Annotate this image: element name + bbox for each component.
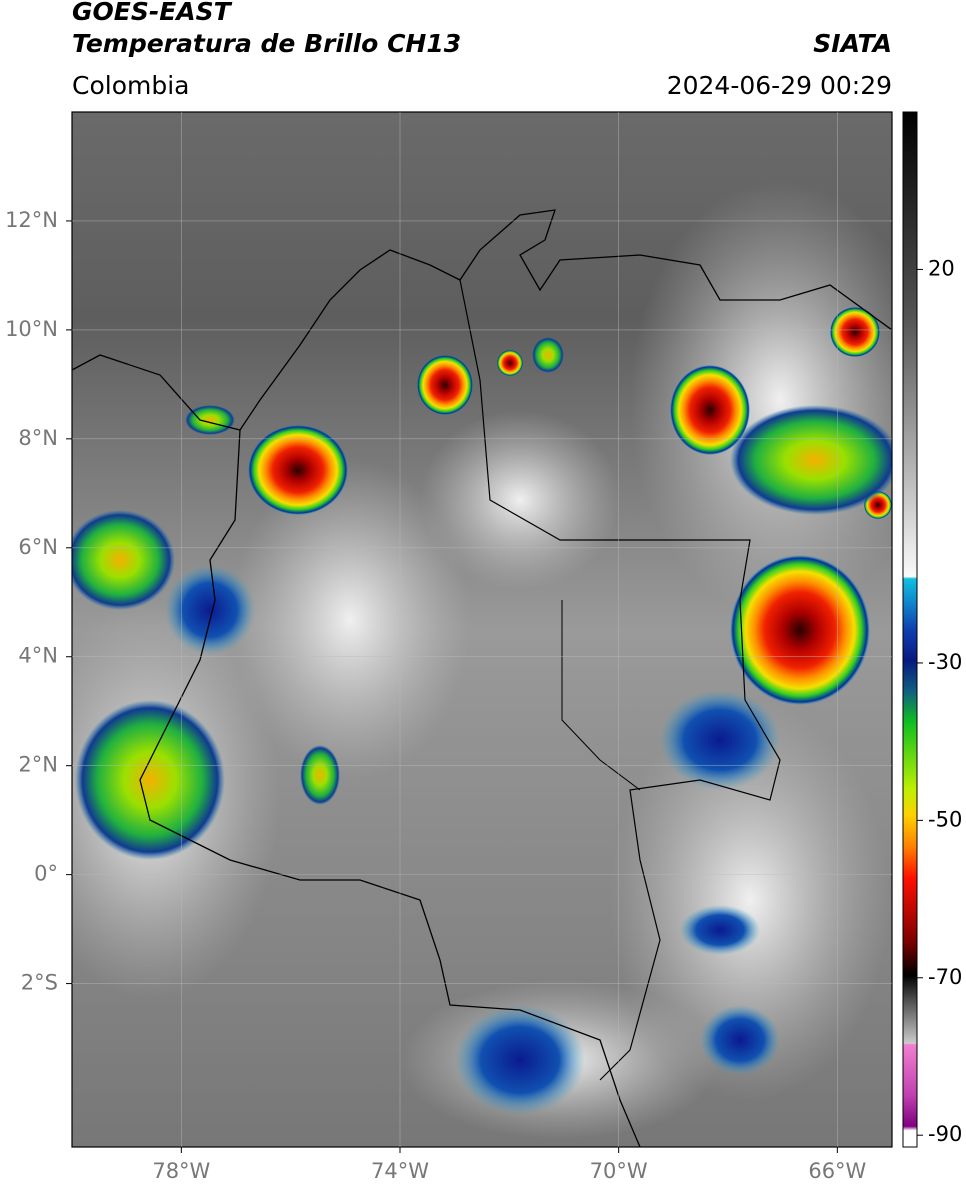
timestamp: 2024-06-29 00:29 — [667, 71, 892, 100]
source: SIATA — [813, 29, 892, 58]
convective-area — [730, 405, 892, 515]
y-tick-label: 2°S — [21, 971, 58, 995]
storm-cell — [670, 365, 750, 455]
cold-cloud — [455, 1005, 585, 1115]
colorbar — [902, 111, 918, 1148]
border — [139, 429, 641, 1147]
subtitle: Temperatura de Brillo CH13 — [72, 29, 461, 58]
cold-cloud — [680, 905, 760, 955]
satellite-image — [72, 112, 892, 1147]
cloud — [610, 700, 890, 1100]
colorbar-tick-label: -30 — [928, 650, 962, 674]
storm-cell — [830, 307, 880, 357]
colorbar-tick-label: -70 — [928, 965, 962, 989]
convective-area — [185, 405, 235, 435]
colorbar-tick-label: -90 — [928, 1122, 962, 1146]
cold-cloud — [660, 690, 780, 790]
region: Colombia — [72, 71, 189, 100]
cold-cloud — [165, 565, 255, 655]
y-tick-label: 10°N — [5, 317, 58, 341]
y-tick-label: 4°N — [18, 644, 58, 668]
map-frame — [71, 111, 893, 1148]
storm-cell — [730, 555, 870, 705]
convective-area — [532, 337, 564, 373]
y-tick-label: 8°N — [18, 426, 58, 450]
border — [561, 600, 641, 791]
cloud — [420, 410, 620, 590]
colorbar-tick-label: 20 — [928, 256, 955, 280]
y-tick-label: 6°N — [18, 535, 58, 559]
convective-area — [300, 745, 340, 805]
y-tick-label: 0° — [34, 862, 58, 886]
x-tick-label: 66°W — [808, 1159, 866, 1183]
cold-cloud — [700, 1005, 780, 1075]
colorbar-tick-label: -50 — [928, 807, 962, 831]
storm-cell — [417, 355, 473, 415]
border — [459, 279, 781, 1081]
axes: 78°W 74°W 70°W 66°W 12°N 10°N 8°N 6°N 4°N 2°N 0° 2°… — [5, 112, 962, 1183]
x-tick-label: 74°W — [371, 1159, 429, 1183]
title: GOES-EAST — [72, 0, 233, 26]
y-tick-label: 12°N — [5, 208, 58, 232]
convective-area — [75, 700, 225, 860]
cloud — [230, 460, 470, 780]
y-tick-label: 2°N — [18, 753, 58, 777]
storm-cell — [248, 425, 348, 515]
storm-cell — [497, 350, 523, 376]
x-tick-label: 78°W — [152, 1159, 210, 1183]
convective-area — [72, 510, 175, 610]
x-tick-label: 70°W — [590, 1159, 648, 1183]
